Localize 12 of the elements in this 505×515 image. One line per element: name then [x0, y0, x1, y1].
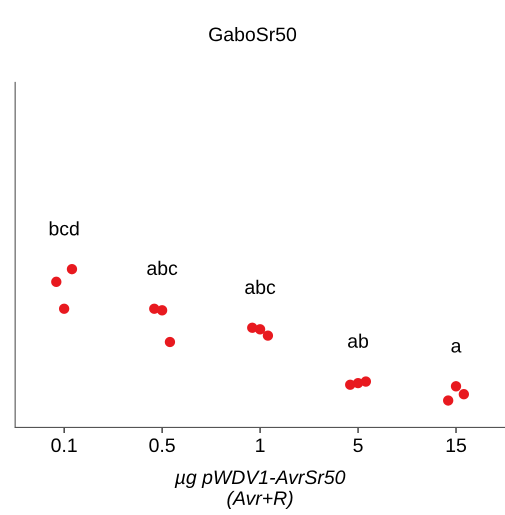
annotation: abc [245, 280, 276, 294]
x-tick-label: 0.1 [51, 438, 77, 452]
annotation: a [451, 342, 462, 353]
x-tick-label: 1 [256, 438, 265, 452]
annotation: abc [147, 260, 178, 276]
x-tick-label: 15 [446, 438, 466, 452]
x-tick-label: 5 [353, 438, 363, 452]
text: bcd [50, 221, 79, 236]
annotation: ab [348, 334, 368, 348]
x-tick-label: 0.5 [149, 438, 175, 452]
x-axis-title: µg pWDV1-AvrSr50 (Avr+R) [174, 470, 346, 509]
chart-title: GaboSr50 [209, 26, 296, 42]
